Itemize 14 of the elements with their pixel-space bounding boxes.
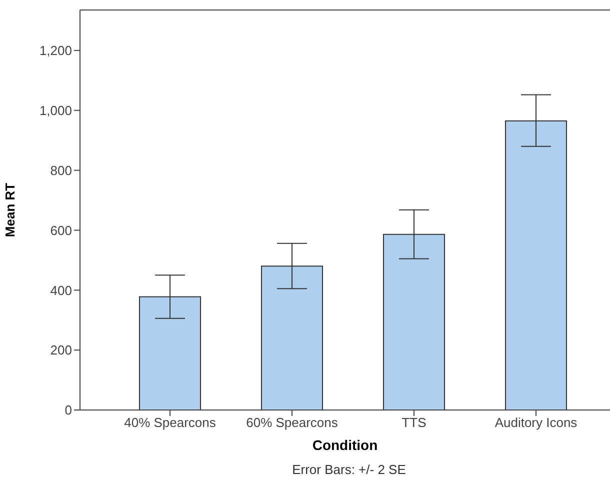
x-tick-label: TTS xyxy=(402,415,427,430)
x-tick-label: 60% Spearcons xyxy=(246,415,338,430)
x-tick-label: Auditory Icons xyxy=(494,415,578,430)
x-axis-title: Condition xyxy=(312,437,378,453)
y-tick-label: 0 xyxy=(64,402,72,418)
text: Error Bars: +/- 2 SE xyxy=(291,462,407,477)
y-tick-label: 400 xyxy=(50,282,72,298)
x-tick-label: 40% Spearcons xyxy=(124,415,216,430)
y-tick-label: 1,200 xyxy=(39,43,72,58)
y-tick-label: 200 xyxy=(50,342,72,358)
y-axis-title: Mean RT xyxy=(2,182,18,238)
y-tick-label: 600 xyxy=(50,222,72,238)
y-tick-label: 1,000 xyxy=(39,102,72,118)
y-tick-label: 800 xyxy=(50,162,72,178)
